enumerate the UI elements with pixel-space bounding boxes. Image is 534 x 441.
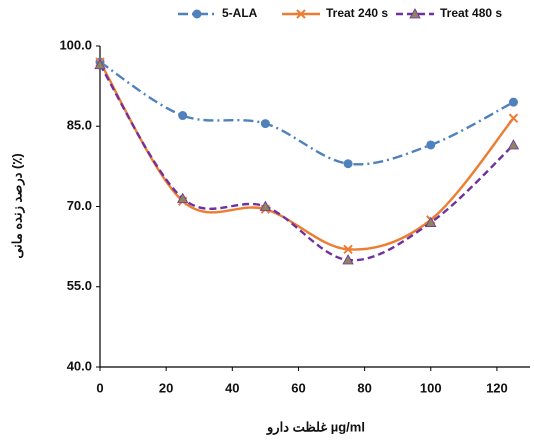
legend: 5-ALA Treat 240 s Treat 480 s	[178, 6, 502, 20]
marker	[409, 8, 421, 19]
series-line	[99, 61, 515, 166]
legend-label: 5-ALA	[222, 6, 258, 20]
x-tick-label: 80	[357, 380, 371, 395]
marker	[94, 58, 106, 70]
marker	[296, 9, 306, 19]
y-tick-label: 70.0	[67, 198, 92, 213]
x-tick-label: 40	[225, 380, 239, 395]
x-tick-label: 60	[291, 380, 305, 395]
x-tick-label: 120	[486, 380, 508, 395]
y-tick-label: 55.0	[67, 278, 92, 293]
marker	[343, 244, 353, 255]
legend-label: Treat 480 s	[440, 6, 502, 20]
x-axis-label: غلظت دارو µg/ml	[266, 419, 365, 435]
marker	[508, 97, 518, 107]
marker	[342, 254, 354, 265]
marker	[260, 119, 270, 129]
y-tick-label: 100.0	[59, 37, 92, 52]
marker	[343, 159, 353, 169]
x-tick-label: 20	[159, 380, 173, 395]
x-tick-label: 100	[420, 380, 442, 395]
marker	[259, 200, 272, 211]
y-tick-label: 85.0	[67, 118, 92, 133]
legend-label: Treat 240 s	[326, 6, 388, 20]
x-tick-label: 0	[96, 380, 103, 395]
marker	[177, 192, 189, 203]
marker	[192, 9, 202, 19]
marker	[426, 140, 436, 150]
marker	[508, 113, 519, 123]
series-line	[98, 64, 515, 262]
y-axis-label: درصد زنده مانی (٪)	[9, 153, 25, 258]
marker	[507, 139, 520, 150]
series-line	[98, 61, 515, 251]
y-tick-label: 40.0	[67, 358, 92, 373]
marker	[178, 111, 188, 121]
marker	[425, 216, 437, 227]
